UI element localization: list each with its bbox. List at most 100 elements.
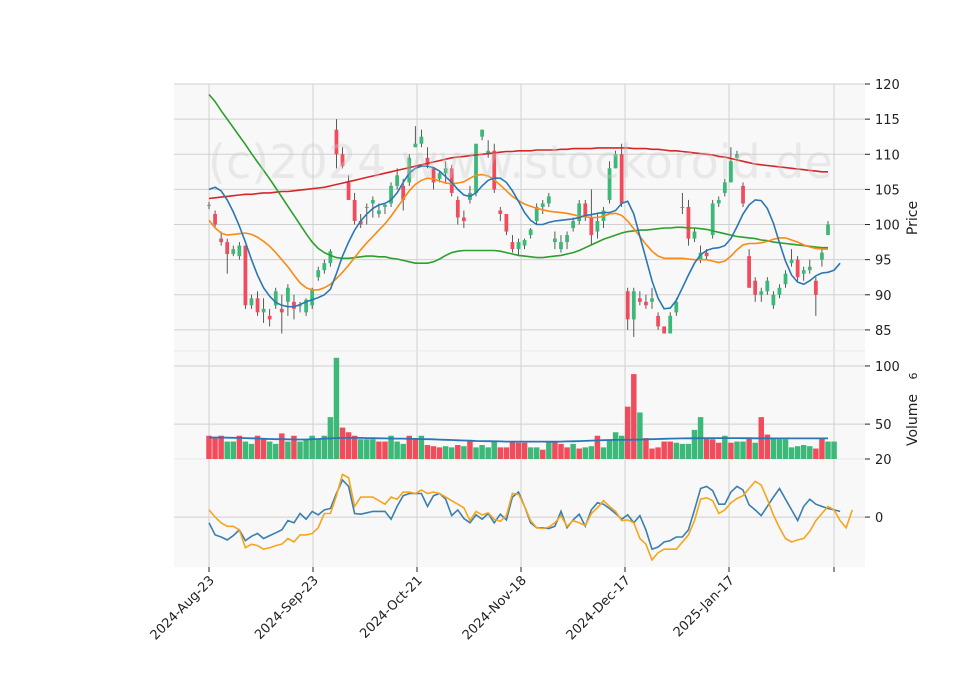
volume-bar <box>382 441 388 459</box>
volume-bar <box>788 447 795 459</box>
candle-body <box>644 301 648 306</box>
candle-body <box>577 203 582 222</box>
volume-bar <box>206 435 212 459</box>
price-tick-label: 120 <box>875 78 900 93</box>
volume-bar <box>800 445 807 459</box>
volume-bar <box>637 412 643 459</box>
candle-body <box>449 168 454 193</box>
candle-body <box>340 154 345 167</box>
volume-bar <box>776 439 783 459</box>
candle-body <box>820 252 824 260</box>
volume-bar <box>345 432 352 459</box>
volume-bar <box>394 441 400 459</box>
volume-bar <box>643 438 649 459</box>
price-tick-label: 115 <box>875 113 900 128</box>
volume-bar <box>442 446 449 459</box>
candle-body <box>826 224 830 236</box>
volume-average-line <box>209 436 828 443</box>
price-tick-label: 110 <box>875 148 900 163</box>
volume-bar <box>588 446 595 459</box>
volume-bar <box>248 443 255 459</box>
volume-bar <box>485 447 491 459</box>
candle-body <box>747 256 751 288</box>
volume-bar <box>266 441 273 459</box>
oscillator-orange-line <box>208 473 854 562</box>
volume-bar <box>691 429 698 459</box>
candle-body <box>504 213 509 232</box>
volume-bar <box>497 447 504 459</box>
volume-bar <box>734 441 740 459</box>
candle-body <box>771 294 776 306</box>
candle-body <box>243 245 248 306</box>
candle-body <box>735 154 739 158</box>
volume-bar <box>285 441 291 459</box>
candle-body <box>662 326 667 334</box>
volume-tick-label: 100 <box>875 360 900 375</box>
candle-body <box>516 242 521 250</box>
volume-bar <box>260 438 267 459</box>
candle-body <box>213 213 217 225</box>
date-tick-label: 2024-Aug-23 <box>148 573 218 643</box>
volume-bar <box>224 441 230 459</box>
date-tick-label: 2025-Jan-17 <box>671 573 738 640</box>
candle-body <box>219 238 224 243</box>
volume-bar <box>218 435 224 459</box>
candle-body <box>795 259 800 278</box>
volume-bar <box>540 449 546 459</box>
volume-bar <box>370 439 376 459</box>
candle-body <box>437 173 442 179</box>
volume-bar <box>521 442 528 459</box>
volume-bar <box>321 435 328 459</box>
candle-body <box>692 231 697 239</box>
candle-body <box>704 252 709 257</box>
volume-bar <box>230 441 237 459</box>
volume-bar <box>303 439 309 459</box>
volume-bar <box>564 447 570 459</box>
volume-bar <box>254 435 261 459</box>
moving-average-red-line <box>208 147 828 200</box>
candle-body <box>370 199 375 204</box>
volume-bar <box>357 439 364 459</box>
candle-body <box>625 291 630 320</box>
volume-bar <box>764 434 771 459</box>
moving-average-blue-line <box>208 165 841 310</box>
price-tick-label: 85 <box>875 324 892 339</box>
candle-body <box>413 143 418 148</box>
volume-bar <box>600 447 607 459</box>
volume-bar <box>291 435 297 459</box>
candle-body <box>322 263 327 271</box>
price-panel-background <box>174 84 865 351</box>
price-tick-label: 105 <box>875 183 900 198</box>
volume-bar <box>825 441 831 459</box>
candle-body <box>431 168 436 183</box>
volume-bar <box>473 447 479 459</box>
price-tick-label: 95 <box>875 254 892 269</box>
volume-bar <box>661 441 667 459</box>
volume-bar <box>570 443 576 459</box>
candle-body <box>546 196 551 204</box>
volume-bar <box>552 441 558 459</box>
candle-body <box>486 150 491 155</box>
volume-bar <box>728 442 734 459</box>
candle-body <box>443 168 448 174</box>
candle-body <box>510 242 515 250</box>
candle-body <box>522 239 527 246</box>
volume-bar <box>242 441 249 459</box>
volume-bar <box>297 441 303 459</box>
volume-bar <box>546 441 552 459</box>
candle-body <box>328 251 333 264</box>
volume-bar <box>794 446 801 459</box>
date-tick-label: 2024-Dec-17 <box>564 573 634 643</box>
candle-body <box>346 182 351 200</box>
candle-body <box>722 182 727 193</box>
volume-bar <box>212 438 218 459</box>
candle-body <box>631 291 636 320</box>
date-tick-label: 2024-Nov-18 <box>460 573 530 643</box>
moving-average-green-line <box>208 93 828 265</box>
volume-bar <box>333 357 340 459</box>
volume-bar <box>461 446 467 459</box>
candle-body <box>364 206 369 208</box>
candle-body <box>595 221 600 232</box>
volume-bar <box>606 440 613 459</box>
volume-tick-label: 50 <box>875 418 892 433</box>
